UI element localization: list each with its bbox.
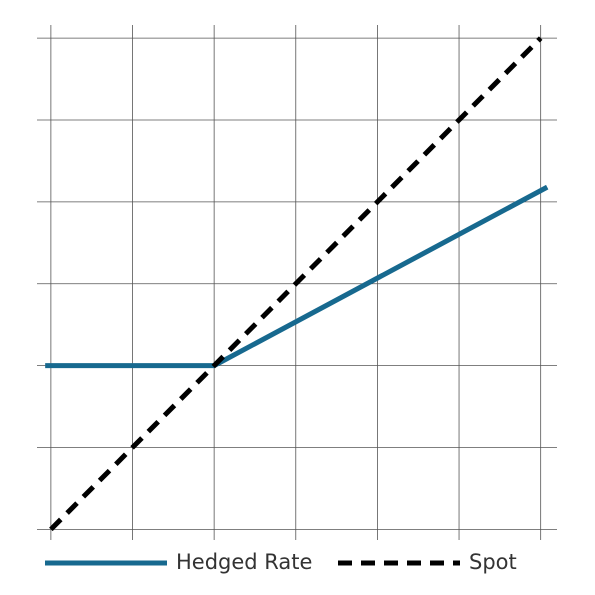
line	[45, 184, 549, 369]
legend-label: Hedged Rate	[176, 550, 312, 574]
legend-label: Spot	[469, 550, 517, 574]
line	[49, 36, 543, 532]
